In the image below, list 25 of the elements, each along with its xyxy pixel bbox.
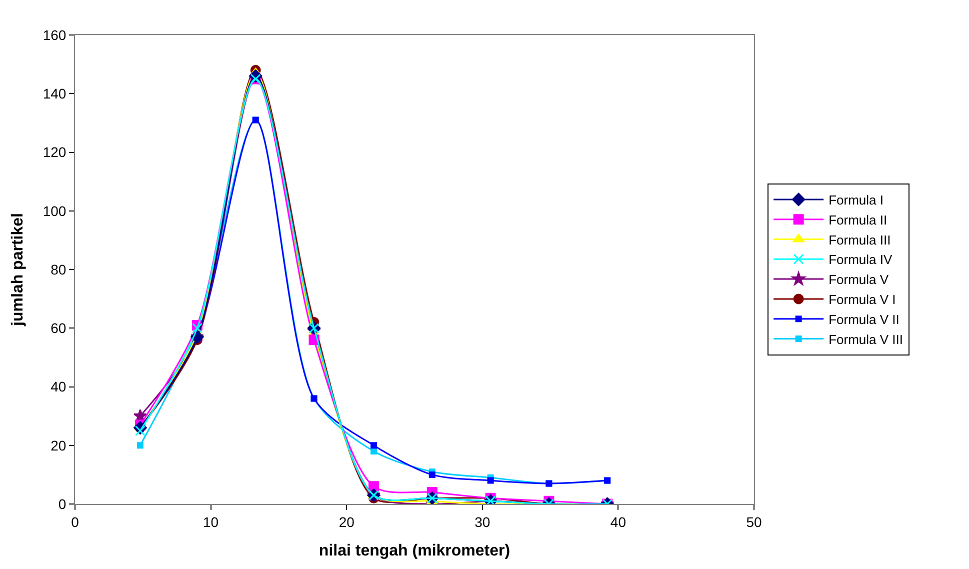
legend-label: Formula V <box>828 272 889 288</box>
legend-label: Formula II <box>828 212 888 228</box>
legend-label: Formula V II <box>828 312 900 327</box>
y-tick-label: 160 <box>42 26 66 43</box>
y-tick-label: 120 <box>42 144 66 160</box>
y-axis-title: jumlah partikel <box>10 213 27 327</box>
legend-label: Formula I <box>828 192 884 208</box>
y-tick-label: 0 <box>58 496 66 512</box>
x-tick-label: 40 <box>610 514 626 530</box>
x-tick-label: 0 <box>71 514 80 530</box>
legend-label: Formula V III <box>828 332 903 347</box>
x-tick-label: 30 <box>474 514 490 530</box>
x-tick-label: 20 <box>338 514 355 530</box>
x-axis-title: nilai tengah (mikrometer) <box>318 542 510 560</box>
y-tick-label: 60 <box>50 320 66 336</box>
y-tick-label: 20 <box>50 437 66 454</box>
x-tick-label: 10 <box>203 514 219 530</box>
y-tick-label: 80 <box>50 261 66 278</box>
y-tick-label: 40 <box>50 378 66 395</box>
y-tick-label: 100 <box>42 202 66 219</box>
x-tick-label: 50 <box>746 514 762 530</box>
y-tick-label: 140 <box>42 86 66 102</box>
legend-label: Formula V I <box>828 292 896 308</box>
legend-label: Formula IV <box>828 252 892 268</box>
legend-label: Formula III <box>828 232 891 248</box>
